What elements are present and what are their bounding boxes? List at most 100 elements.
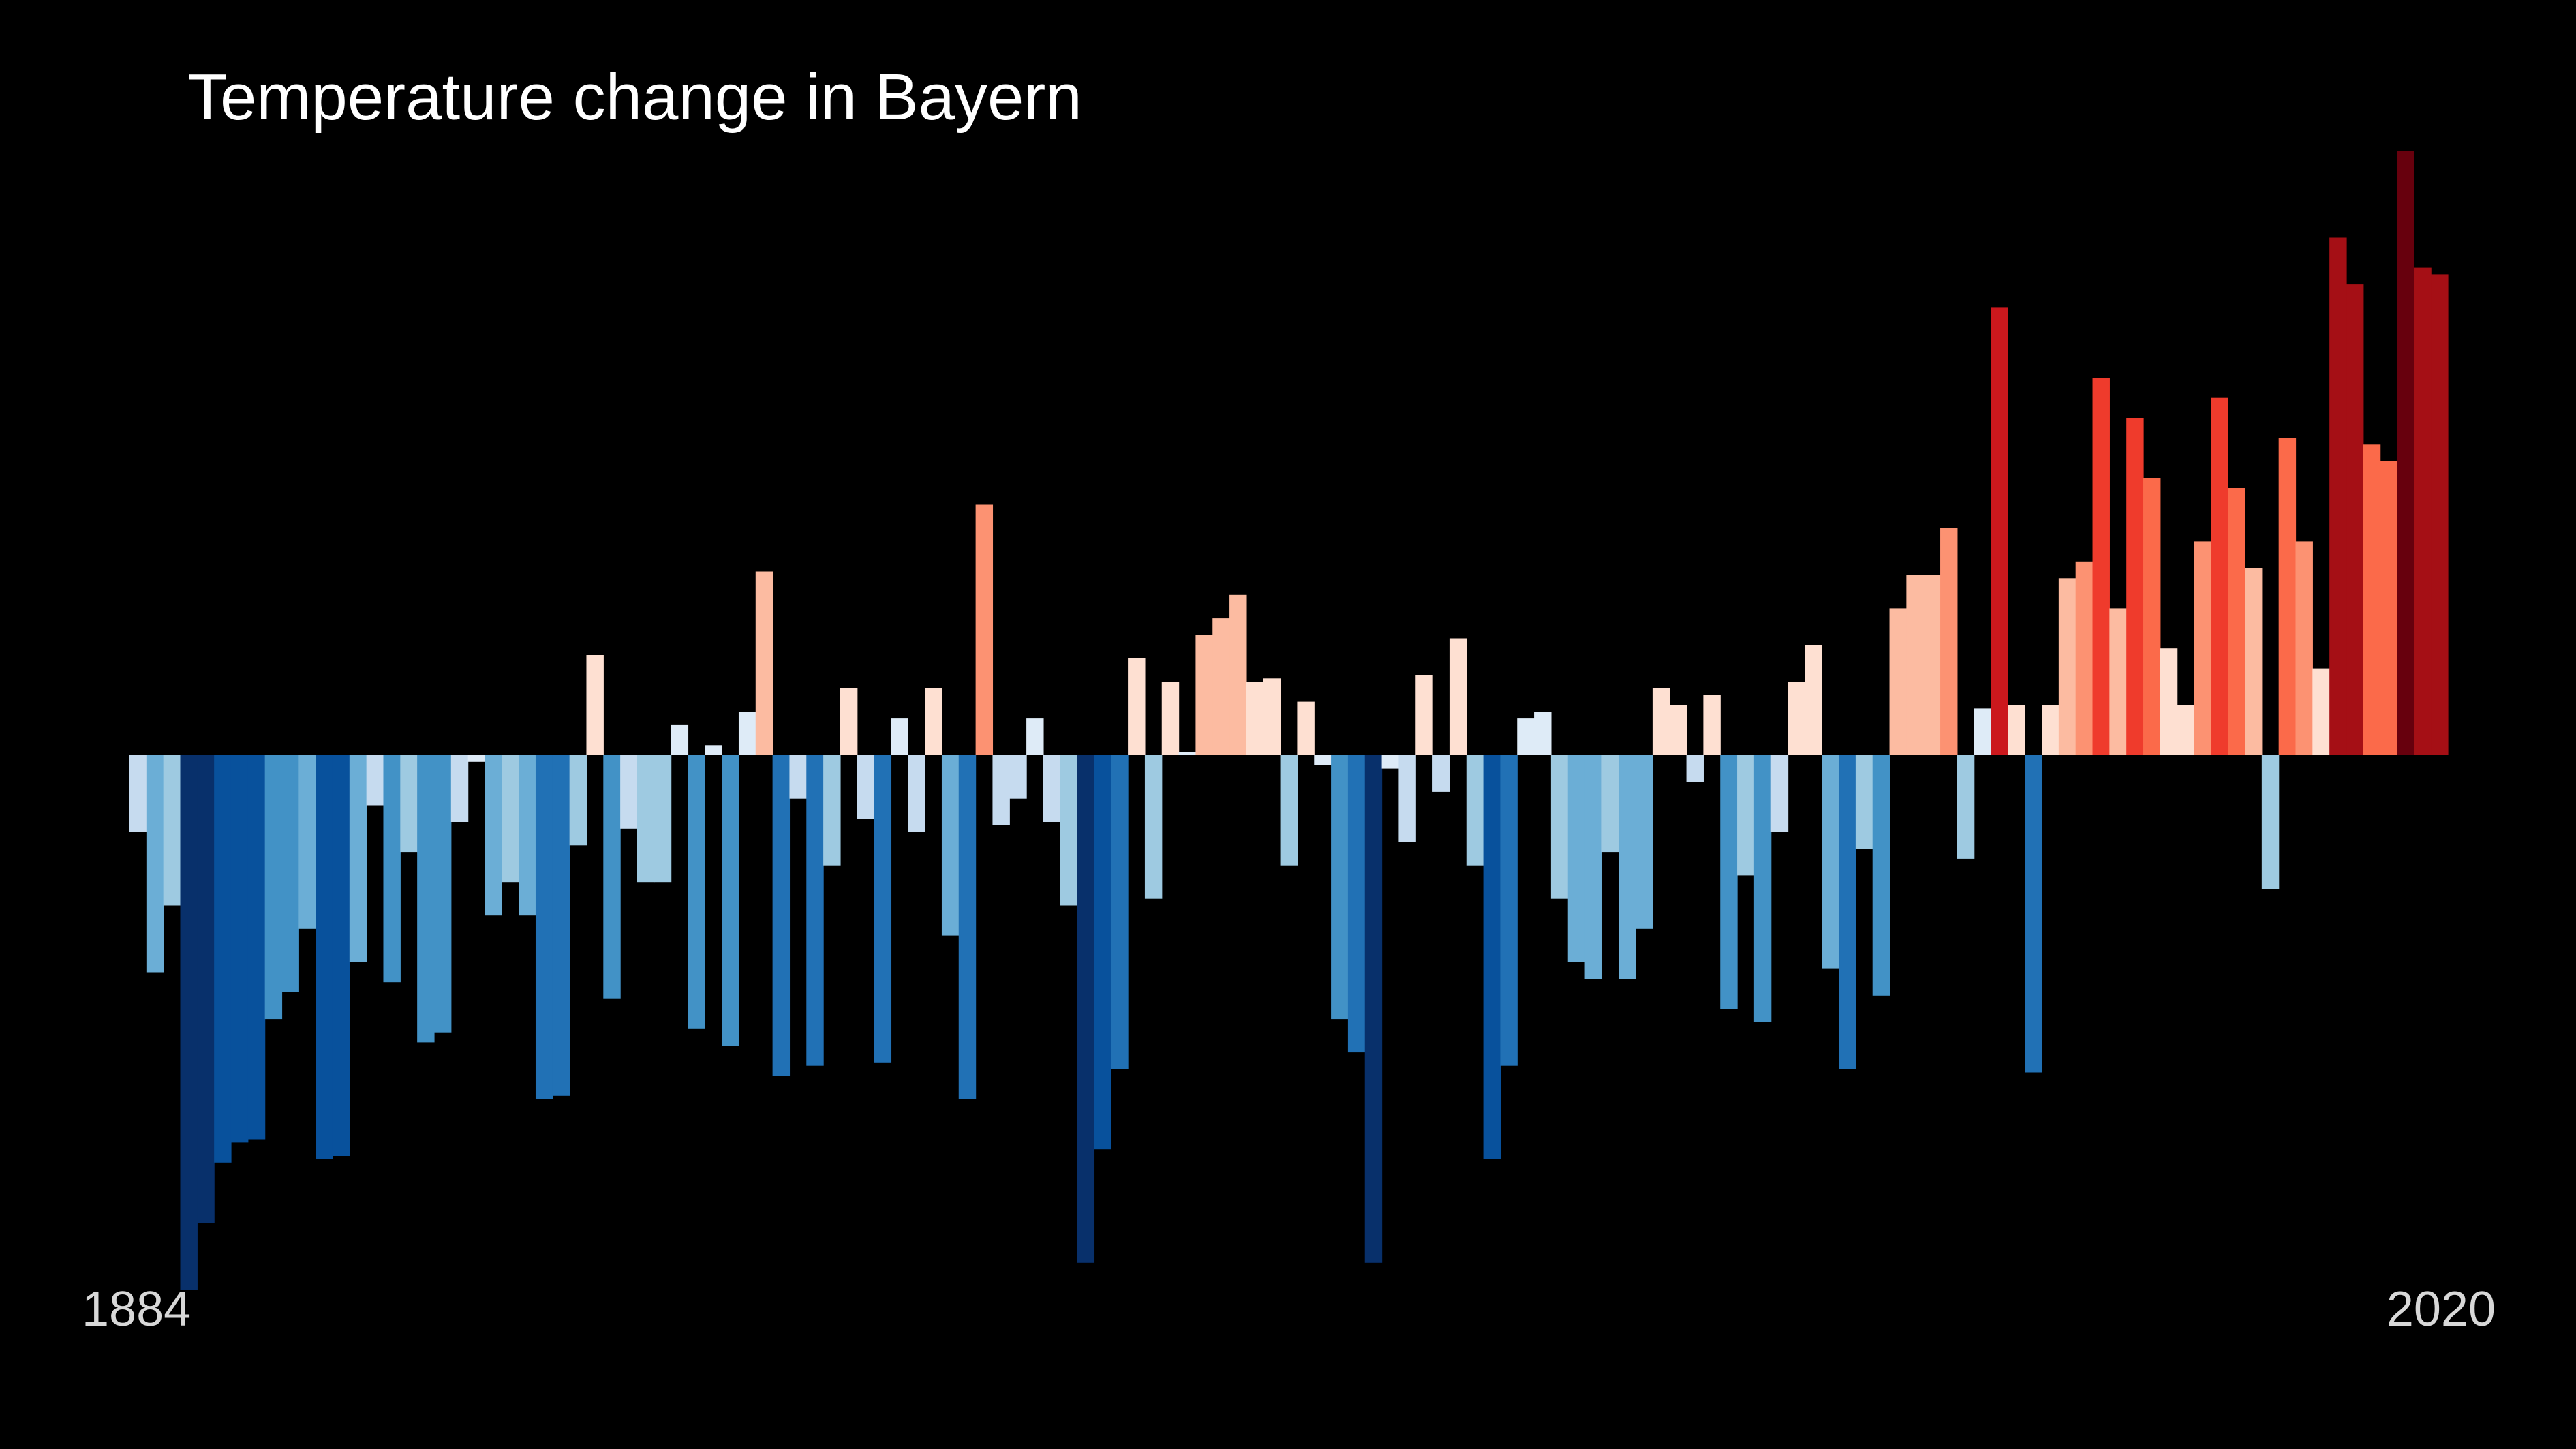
bar-37 bbox=[755, 571, 773, 755]
bar-110 bbox=[1991, 307, 2008, 755]
bar-26 bbox=[569, 755, 587, 846]
bar-71 bbox=[1331, 755, 1349, 1020]
bar-128 bbox=[2295, 541, 2313, 755]
bar-49 bbox=[958, 755, 977, 1099]
bar-5 bbox=[214, 755, 232, 1163]
bar-109 bbox=[1974, 708, 1992, 755]
bar-132 bbox=[2363, 444, 2381, 755]
bar-10 bbox=[298, 755, 316, 929]
bar-99 bbox=[1805, 645, 1822, 755]
bar-118 bbox=[2126, 418, 2144, 755]
bar-12 bbox=[332, 755, 350, 1156]
bar-64 bbox=[1212, 618, 1230, 755]
bar-53 bbox=[1026, 718, 1044, 755]
bar-94 bbox=[1720, 755, 1738, 1009]
bar-31 bbox=[654, 755, 672, 883]
start-year-label: 1884 bbox=[82, 1282, 191, 1337]
bar-116 bbox=[2092, 378, 2110, 755]
bar-117 bbox=[2109, 608, 2127, 755]
bar-81 bbox=[1500, 755, 1518, 1066]
bar-122 bbox=[2194, 541, 2211, 755]
bar-79 bbox=[1466, 755, 1484, 866]
bar-108 bbox=[1957, 755, 1975, 859]
bar-74 bbox=[1381, 755, 1400, 769]
bar-65 bbox=[1229, 594, 1247, 755]
bar-72 bbox=[1347, 755, 1366, 1053]
bar-77 bbox=[1432, 755, 1450, 792]
bar-84 bbox=[1550, 755, 1569, 899]
bar-92 bbox=[1686, 755, 1704, 782]
bar-98 bbox=[1788, 682, 1805, 755]
bar-30 bbox=[637, 755, 655, 883]
bar-59 bbox=[1128, 658, 1146, 755]
bar-127 bbox=[2278, 438, 2297, 755]
bar-123 bbox=[2211, 397, 2228, 755]
bar-97 bbox=[1770, 755, 1789, 832]
bar-3 bbox=[180, 755, 198, 1290]
bar-103 bbox=[1872, 755, 1890, 996]
bar-93 bbox=[1703, 695, 1721, 755]
bar-46 bbox=[908, 755, 925, 832]
bar-111 bbox=[2008, 705, 2025, 755]
bar-27 bbox=[586, 655, 604, 755]
bar-102 bbox=[1855, 755, 1873, 849]
bar-54 bbox=[1043, 755, 1061, 822]
bar-2 bbox=[163, 755, 181, 906]
bar-89 bbox=[1636, 755, 1653, 929]
bar-16 bbox=[400, 755, 418, 853]
bar-136 bbox=[2431, 274, 2449, 755]
bar-120 bbox=[2160, 648, 2178, 755]
bar-48 bbox=[941, 755, 960, 936]
bar-124 bbox=[2228, 488, 2245, 755]
bar-24 bbox=[535, 755, 553, 1099]
bar-1 bbox=[146, 755, 164, 973]
bar-33 bbox=[688, 755, 705, 1029]
bar-11 bbox=[316, 755, 333, 1159]
chart-title: Temperature change in Bayern bbox=[187, 61, 1082, 134]
bar-38 bbox=[772, 755, 791, 1076]
bar-15 bbox=[383, 755, 401, 983]
bar-80 bbox=[1483, 755, 1501, 1159]
bar-68 bbox=[1280, 755, 1298, 866]
bar-51 bbox=[992, 755, 1010, 825]
end-year-label: 2020 bbox=[2386, 1282, 2496, 1337]
bar-40 bbox=[806, 755, 824, 1066]
bar-130 bbox=[2329, 237, 2347, 755]
bar-76 bbox=[1415, 675, 1433, 755]
bar-88 bbox=[1619, 755, 1636, 979]
bar-119 bbox=[2143, 478, 2161, 755]
bar-75 bbox=[1398, 755, 1416, 842]
bar-112 bbox=[2025, 755, 2042, 1073]
bar-28 bbox=[603, 755, 621, 999]
bar-21 bbox=[485, 755, 502, 916]
bar-126 bbox=[2261, 755, 2280, 889]
bar-4 bbox=[197, 755, 215, 1223]
bar-107 bbox=[1940, 528, 1958, 755]
bar-70 bbox=[1314, 755, 1332, 765]
bar-129 bbox=[2312, 668, 2330, 755]
bar-86 bbox=[1584, 755, 1602, 979]
bar-105 bbox=[1906, 575, 1924, 755]
bar-133 bbox=[2380, 461, 2398, 755]
bar-52 bbox=[1009, 755, 1027, 799]
bar-7 bbox=[247, 755, 266, 1140]
bar-36 bbox=[738, 712, 756, 755]
bar-73 bbox=[1364, 755, 1383, 1263]
bar-6 bbox=[230, 755, 249, 1143]
bar-85 bbox=[1567, 755, 1586, 962]
bar-13 bbox=[349, 755, 367, 962]
bar-100 bbox=[1822, 755, 1839, 969]
bar-17 bbox=[417, 755, 435, 1043]
bar-90 bbox=[1652, 688, 1670, 755]
bar-58 bbox=[1111, 755, 1129, 1069]
bar-57 bbox=[1094, 755, 1111, 1150]
bar-25 bbox=[552, 755, 570, 1096]
bar-14 bbox=[366, 755, 384, 806]
bar-115 bbox=[2075, 561, 2094, 755]
bar-39 bbox=[789, 755, 807, 799]
bar-19 bbox=[450, 755, 469, 822]
bar-47 bbox=[925, 688, 942, 755]
bar-131 bbox=[2346, 284, 2364, 756]
bar-41 bbox=[823, 755, 841, 866]
